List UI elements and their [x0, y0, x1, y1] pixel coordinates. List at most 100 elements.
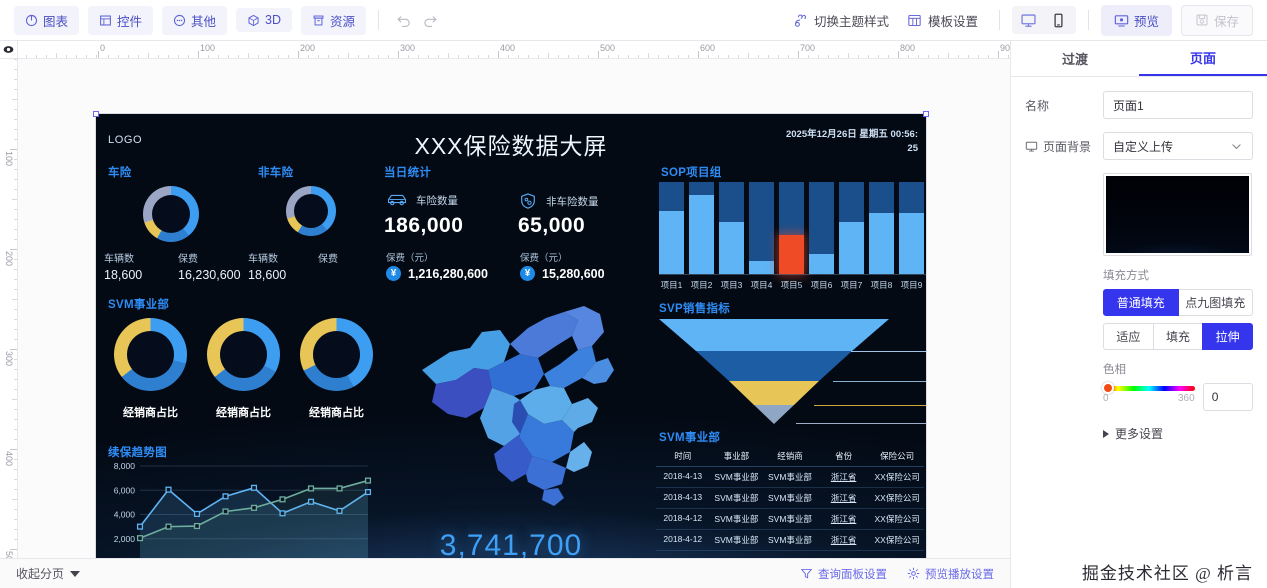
toolbar-chip-widgets[interactable]: 控件: [88, 5, 154, 35]
line-chart-point: [307, 485, 315, 492]
bar-column[interactable]: [719, 182, 744, 274]
ruler-origin-toggle[interactable]: [0, 41, 18, 59]
ruler-tick: [218, 55, 219, 58]
table-cell: SVM事业部: [714, 472, 759, 482]
bar-category-label: 项目2: [690, 280, 713, 290]
ruler-tick: [168, 55, 169, 58]
ruler-tick: [978, 55, 979, 58]
collapse-pages-button[interactable]: 收起分页: [16, 565, 81, 582]
table-row[interactable]: 2018-4-13 SVM事业部 SVM事业部 浙江省 XX保险公司: [656, 488, 924, 509]
mobile-icon[interactable]: [1044, 8, 1074, 32]
ruler-tick: [508, 55, 509, 58]
datetime-line-2: 25: [907, 142, 918, 154]
doughnut-chart-dealer-1[interactable]: [114, 318, 187, 391]
shield-icon: [521, 193, 535, 209]
hue-slider-knob[interactable]: [1102, 382, 1114, 394]
toolbar-chip-other[interactable]: 其他: [162, 5, 228, 35]
ruler-tick: [14, 79, 17, 80]
table-row[interactable]: 2018-4-13 SVM事业部 SVM事业部 浙江省 XX保险公司: [656, 467, 924, 488]
doughnut-chart-noncar[interactable]: [286, 186, 336, 236]
bar-column[interactable]: [749, 182, 774, 274]
ruler-tick: [14, 319, 17, 320]
ruler-tick: [398, 51, 399, 58]
bar-chart-sop[interactable]: [659, 182, 926, 274]
table-row[interactable]: 2018-4-12 SVM事业部 SVM事业部 浙江省 XX保险公司: [656, 530, 924, 551]
toolbar-chip-3d[interactable]: 3D: [236, 8, 293, 32]
fit-mode-adapt[interactable]: 适应: [1103, 323, 1154, 350]
doughnut-chart-car[interactable]: [143, 186, 199, 242]
theme-style-button[interactable]: 切换主题样式: [784, 6, 898, 35]
ruler-tick: [14, 169, 17, 170]
car-stat-1-value: 16,230,600: [178, 268, 241, 282]
ruler-tick: [12, 199, 17, 200]
desktop-icon[interactable]: [1014, 8, 1044, 32]
bar-column[interactable]: [869, 182, 894, 274]
redo-icon[interactable]: [417, 7, 443, 33]
background-thumbnail[interactable]: [1103, 173, 1252, 256]
page-name-input[interactable]: 页面1: [1103, 91, 1253, 119]
toolbar-chip-resources[interactable]: 资源: [301, 5, 367, 35]
bar-segment-bottom: [809, 253, 834, 274]
design-stage[interactable]: LOGO XXX保险数据大屏 2025年12月26日 星期五 00:56: 25…: [18, 59, 1010, 558]
template-settings-button[interactable]: 模板设置: [898, 6, 987, 35]
doughnut-chart-dealer-3[interactable]: [300, 318, 373, 391]
table-cell: SVM事业部: [714, 535, 759, 545]
bar-column[interactable]: [689, 182, 714, 274]
ruler-tick: [10, 349, 17, 350]
ruler-tick: [468, 55, 469, 58]
funnel-chart-svp[interactable]: [659, 319, 889, 424]
horizontal-ruler[interactable]: 0001002003004005006007008009001000: [0, 41, 1010, 59]
hue-slider[interactable]: [1102, 382, 1195, 394]
ruler-tick: [578, 55, 579, 58]
selection-handle-tr[interactable]: [923, 111, 929, 117]
page-background-select[interactable]: 自定义上传: [1103, 132, 1253, 160]
funnel-leader-1: [851, 351, 926, 352]
ruler-tick: [658, 55, 659, 58]
bar-column[interactable]: [809, 182, 834, 274]
ruler-tick: [928, 55, 929, 58]
dashboard-big-number: 3,741,700: [439, 529, 583, 558]
bar-column[interactable]: [779, 182, 804, 274]
line-chart-point: [250, 484, 258, 491]
more-settings-toggle[interactable]: 更多设置: [1103, 425, 1253, 442]
data-table-svm[interactable]: 时间 事业部 经销商 省份 保险公司 2018-4-13 SVM事业部 SVM事业部 浙江省 XX…: [656, 446, 924, 551]
hue-value-input[interactable]: 0: [1202, 383, 1253, 411]
ruler-tick: [878, 55, 879, 58]
fit-mode-stretch[interactable]: 拉伸: [1202, 323, 1254, 350]
toolbar-chip-charts[interactable]: 图表: [14, 5, 80, 35]
ruler-tick: [918, 55, 919, 58]
line-chart-point: [279, 496, 286, 503]
preview-button[interactable]: 预览: [1100, 4, 1172, 36]
doughnut-chart-dealer-2[interactable]: [207, 318, 280, 391]
bar-column[interactable]: [899, 182, 924, 274]
ruler-tick: [248, 53, 249, 58]
tab-transition[interactable]: 过渡: [1011, 41, 1139, 76]
ruler-tick: [678, 55, 679, 58]
ruler-label: 700: [800, 43, 816, 53]
dashboard-canvas[interactable]: LOGO XXX保险数据大屏 2025年12月26日 星期五 00:56: 25…: [96, 114, 926, 558]
canvas-area[interactable]: 0001002003004005006007008009001000 01002…: [0, 41, 1010, 588]
name-label: 名称: [1025, 98, 1050, 113]
right-properties-panel: 过渡 页面 名称 页面1 页面背景: [1010, 41, 1267, 588]
table-row[interactable]: 2018-4-12 SVM事业部 SVM事业部 浙江省 XX保险公司: [656, 509, 924, 530]
selection-handle-tl[interactable]: [93, 111, 99, 117]
bar-column[interactable]: [659, 182, 684, 274]
fill-mode-normal[interactable]: 普通填充: [1103, 289, 1179, 316]
save-button[interactable]: 保存: [1180, 4, 1253, 36]
undo-icon[interactable]: [391, 7, 417, 33]
hue-slider-wrap: 0 360: [1102, 382, 1195, 404]
bar-column[interactable]: [839, 182, 864, 274]
fill-mode-ninepatch[interactable]: 点九图填充: [1177, 289, 1253, 316]
table-header-cell: 经销商: [777, 451, 803, 461]
fit-mode-fill[interactable]: 填充: [1152, 323, 1204, 350]
query-panel-settings-button[interactable]: 查询面板设置: [800, 566, 887, 582]
ruler-tick: [14, 109, 17, 110]
preview-play-settings-button[interactable]: 预览播放设置: [907, 566, 994, 582]
bar-segment-bottom: [749, 261, 774, 274]
bar-segment-bottom: [689, 194, 714, 274]
china-map-chart[interactable]: [392, 292, 642, 522]
table-header-cell: 省份: [835, 451, 853, 461]
tab-page[interactable]: 页面: [1139, 41, 1267, 76]
